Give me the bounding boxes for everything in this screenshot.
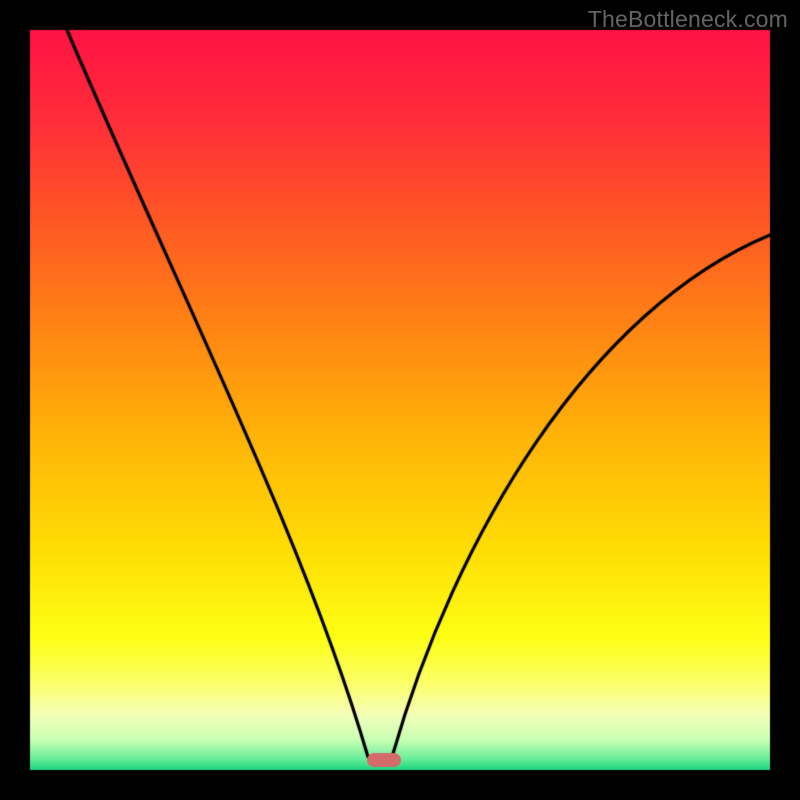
chart-stage: TheBottleneck.com — [0, 0, 800, 800]
bottleneck-gradient-chart — [0, 0, 800, 800]
attribution-watermark: TheBottleneck.com — [588, 6, 788, 33]
